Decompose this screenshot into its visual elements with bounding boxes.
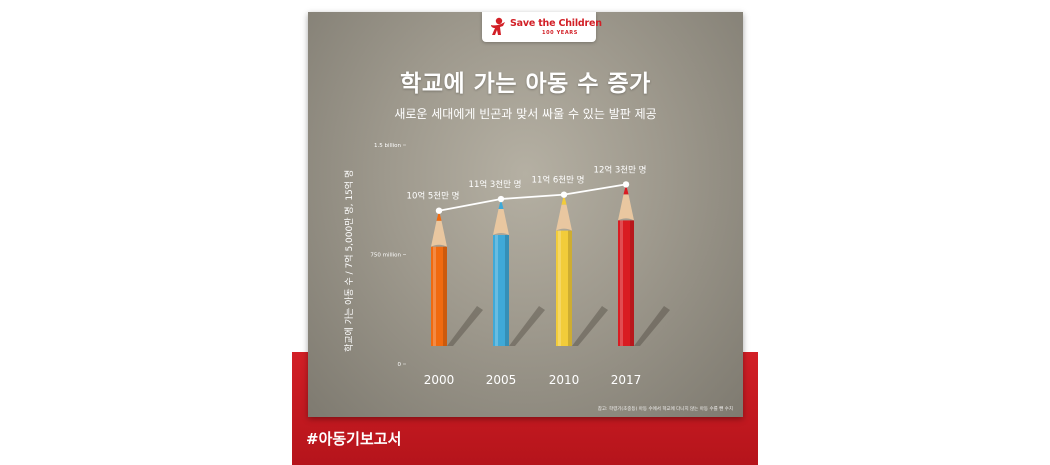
pencil-highlight [495,235,498,346]
x-tick-label: 2010 [549,373,580,387]
pencil-highlight [433,246,436,346]
chart-title: 학교에 가는 아동 수 증가 [400,71,651,97]
pencil-highlight [620,220,623,346]
pencil-shadow [447,306,483,346]
pencil-wood [556,204,572,231]
data-point [560,191,568,198]
y-axis-label: 학교에 가는 아동 수 / 7억 5,000만 명, 15억 명 [345,169,355,352]
data-label: 12억 3천만 명 [594,164,647,175]
pencil-shadow [634,306,670,346]
pencil-wood [493,209,509,236]
pencil-body [493,235,509,346]
pencil-highlight [558,230,561,346]
infographic-frame: Save the Children 100 YEARS 학교에 가는 아동 수 … [292,0,758,465]
series-line [438,183,627,212]
data-label: 10억 5천만 명 [407,191,460,202]
child-figure-icon [491,17,505,35]
data-point [622,181,630,188]
data-point [435,207,443,214]
hashtag: #아동기보고서 [306,430,402,448]
x-tick-label: 2017 [611,373,642,387]
pencil-body [556,230,572,346]
logo-name: Save the Children [510,18,602,29]
pencil-wood [618,194,634,221]
pencil-lead [561,194,567,205]
chart-panel: Save the Children 100 YEARS 학교에 가는 아동 수 … [308,12,743,417]
pencil-edge-shade [505,235,509,346]
pencil-lead [623,184,629,195]
data-label: 11억 6천만 명 [532,175,585,186]
footnote: 참고: 학령기(초중등) 아동 수에서 학교에 다니지 않는 아동 수를 뺀 수… [597,407,733,412]
pencil-edge-shade [568,230,572,346]
data-point [497,195,505,203]
save-the-children-logo: Save the Children 100 YEARS [482,12,602,42]
pencil-edge-shade [630,220,634,346]
chart-subtitle: 새로운 세대에게 빈곤과 맞서 싸울 수 있는 발판 제공 [394,107,657,121]
y-tick-label: 750 million [370,253,401,259]
data-label: 11억 3천만 명 [469,179,522,190]
pencil-body [618,220,634,346]
pencil-body [431,246,447,346]
pencil-chart: 0 750 million 1.5 billion 10억 5천만 명 11억 3천만 … [370,143,670,387]
pencil-lead [498,199,504,210]
logo-subtitle: 100 YEARS [542,30,578,36]
pencil-lead [436,210,442,221]
pencil-edge-shade [443,246,447,346]
y-tick-label: 0 [398,362,402,368]
pencil-shadow [572,306,608,346]
x-tick-label: 2005 [486,373,517,387]
y-tick-label: 1.5 billion [374,143,401,149]
pencil-shadow [509,306,545,346]
pencil-wood [431,220,447,247]
x-tick-label: 2000 [424,373,455,387]
